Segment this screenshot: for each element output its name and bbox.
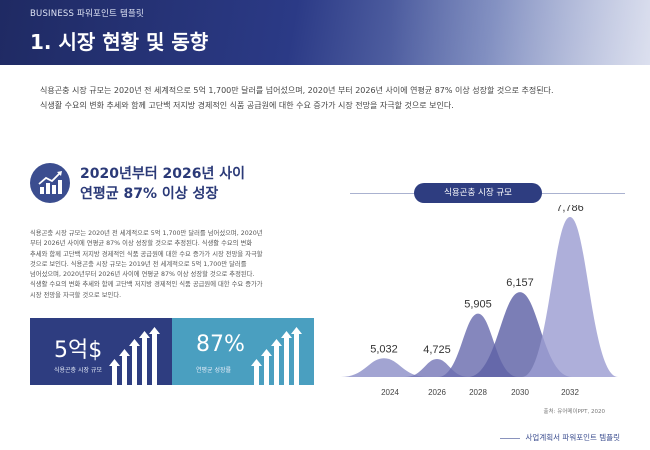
body-line: 식생활 수요의 변화 추세와 함께 고단백 저지방 경제적인 식품 공급원에 대…: [30, 281, 263, 289]
area-peak-2032: [522, 217, 618, 377]
area-peak-2024: [341, 358, 427, 377]
stat-value: 5억$: [54, 338, 103, 363]
body-line: 시장 전망을 자극할 것으로 보인다.: [30, 291, 122, 299]
body-line: 추세와 함께 고단백 저지방 경제적인 식품 공급원에 대한 수요 증가가 시장…: [30, 250, 263, 258]
intro-line-1: 식용곤충 시장 규모는 2020년 전 세계적으로 5억 1,700만 달러를 …: [40, 86, 554, 95]
x-tick-label: 2026: [428, 388, 446, 397]
x-tick-label: 2028: [469, 388, 487, 397]
x-tick-label: 2030: [511, 388, 529, 397]
page-title: 1. 시장 현황 및 동향: [30, 30, 209, 54]
stat-card-market-size: 5억$ 식용곤충 시장 규모: [30, 318, 172, 385]
footer-label: 사업계획서 파워포인트 템플릿: [525, 433, 620, 442]
growth-chart-icon: [30, 163, 70, 203]
intro-line-2: 식생활 수요의 변화 추세와 함께 고단백 저지방 경제적인 식품 공급원에 대…: [40, 101, 454, 110]
header-tag: BUSINESS 파워포인트 템플릿: [30, 9, 145, 19]
x-tick-label: 2032: [561, 388, 579, 397]
data-label: 7,786: [556, 205, 584, 214]
rising-arrows-icon: [251, 327, 302, 385]
stat-label: 연평균 성장률: [196, 367, 232, 374]
body-line: 넘어섰으며, 2020년부터 2026년 사이에 연평균 87% 이상 성장할 …: [30, 271, 255, 279]
rising-arrows-icon: [109, 327, 160, 385]
data-label: 4,725: [423, 344, 451, 356]
highlight-line-2: 연평균 87% 이상 성장: [80, 186, 219, 202]
intro-paragraph: 식용곤충 시장 규모는 2020년 전 세계적으로 5억 1,700만 달러를 …: [40, 83, 625, 113]
stat-card-growth-rate: 87% 연평균 성장률: [172, 318, 314, 385]
source-note: 출처: 유어메이PPT, 2020: [543, 409, 605, 415]
footer-rule: [500, 438, 520, 439]
data-label: 6,157: [506, 277, 534, 289]
stat-label: 식용곤충 시장 규모: [54, 367, 102, 374]
body-line: 식용곤충 시장 규모는 2020년 전 세계적으로 5억 1,700만 달러를 …: [30, 230, 263, 237]
x-tick-label: 2024: [381, 388, 399, 397]
body-line: 것으로 보인다. 식용곤충 시장 규모는 2019년 전 세계적으로 5억 1,…: [30, 260, 247, 268]
body-paragraph: 식용곤충 시장 규모는 2020년 전 세계적으로 5억 1,700만 달러를 …: [30, 229, 312, 301]
stat-value: 87%: [196, 332, 245, 357]
header-banner: BUSINESS 파워포인트 템플릿 1. 시장 현황 및 동향: [0, 0, 650, 65]
highlight-line-1: 2020년부터 2026년 사이: [80, 166, 245, 182]
data-label: 5,905: [464, 299, 492, 311]
body-line: 부터 2026년 사이에 연평균 87% 이상 성장할 것으로 추정된다. 식생…: [30, 240, 253, 248]
chart-title: 식용곤충 시장 규모: [414, 183, 542, 203]
data-label: 5,032: [370, 343, 398, 355]
market-size-chart: 5,032 2024 4,725 2026 5,905 2028 6,157 2030 7,78…: [341, 205, 618, 397]
